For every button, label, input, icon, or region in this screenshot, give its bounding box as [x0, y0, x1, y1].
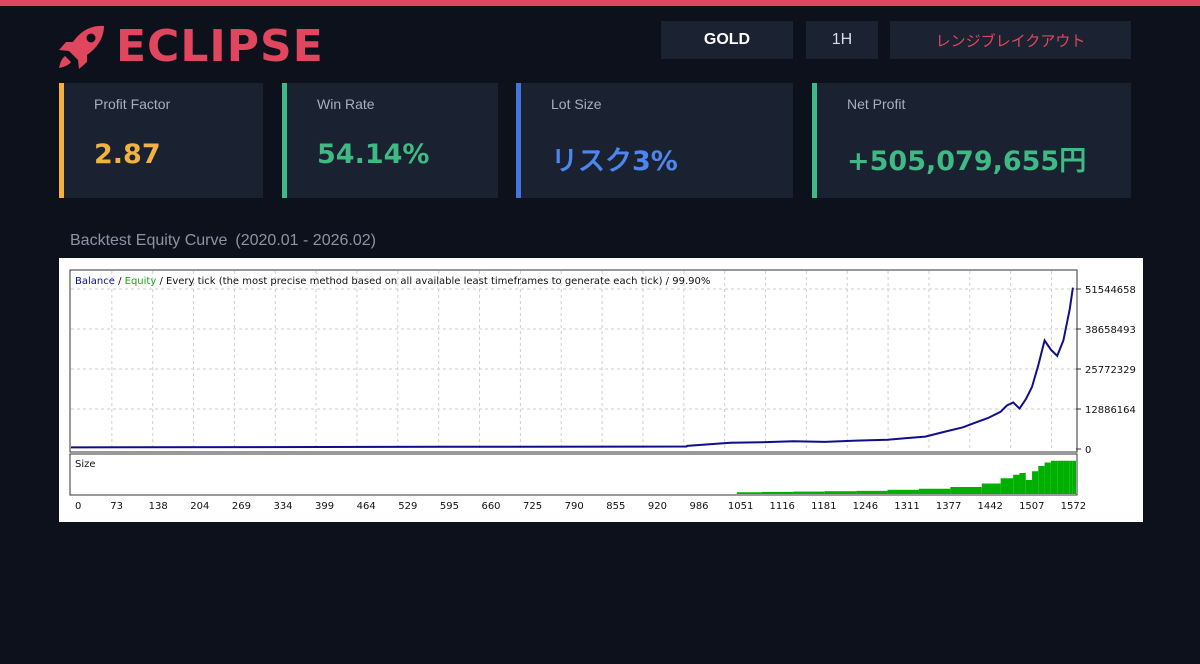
size-bar — [950, 487, 982, 494]
timeframe-selector[interactable]: 1H — [806, 21, 878, 59]
equity-chart: Balance / Equity / Every tick (the most … — [59, 258, 1143, 522]
y-tick-label: 25772329 — [1085, 365, 1136, 376]
x-tick-label: 920 — [648, 501, 667, 512]
size-bar — [1050, 460, 1058, 494]
top-accent-bar — [0, 0, 1200, 6]
x-tick-label: 1181 — [811, 501, 836, 512]
stat-value: リスク3% — [551, 146, 678, 177]
x-tick-label: 1051 — [728, 501, 753, 512]
x-tick-label: 464 — [357, 501, 376, 512]
balance-series-line — [70, 287, 1074, 449]
y-tick-label: 38658493 — [1085, 325, 1136, 336]
x-tick-label: 204 — [190, 501, 209, 512]
x-tick-label: 1507 — [1019, 501, 1044, 512]
stat-label: Win Rate — [317, 96, 375, 112]
size-panel-label: Size — [75, 459, 96, 470]
size-bar — [1025, 480, 1033, 494]
equity-chart-svg: Balance / Equity / Every tick (the most … — [69, 269, 1136, 512]
legend-description: / Every tick (the most precise method ba… — [159, 276, 710, 287]
section-date-range: (2020.01 - 2026.02) — [235, 232, 376, 249]
x-tick-label: 725 — [523, 501, 542, 512]
brand-logo: ECLIPSE — [56, 22, 324, 72]
chart-grid — [71, 271, 1076, 451]
size-bar — [1000, 478, 1014, 494]
stat-label: Profit Factor — [94, 96, 171, 112]
stat-card-lot-size: Lot Size リスク3% — [516, 83, 793, 198]
size-bar — [736, 492, 762, 494]
size-bar — [1057, 460, 1064, 494]
stat-label: Lot Size — [551, 96, 602, 112]
strategy-selector[interactable]: レンジブレイクアウト — [890, 21, 1131, 59]
stat-value: 54.14% — [317, 139, 430, 170]
stat-card-profit-factor: Profit Factor 2.87 — [59, 83, 263, 198]
x-tick-label: 269 — [232, 501, 251, 512]
size-panel-frame — [69, 453, 1078, 496]
x-tick-label: 790 — [565, 501, 584, 512]
legend-balance: Balance — [75, 276, 115, 287]
size-bar — [1013, 474, 1020, 494]
x-tick-label: 334 — [273, 501, 292, 512]
size-bar — [918, 488, 951, 494]
x-tick-label: 529 — [398, 501, 417, 512]
x-tick-label: 1116 — [769, 501, 794, 512]
size-bar — [1019, 473, 1026, 494]
size-bar — [1072, 460, 1076, 494]
x-tick-label: 399 — [315, 501, 334, 512]
size-bar — [1069, 460, 1073, 494]
legend-equity: Equity — [125, 276, 157, 287]
x-tick-label: 855 — [606, 501, 625, 512]
size-bar — [1044, 462, 1051, 494]
x-tick-label: 138 — [149, 501, 168, 512]
x-tick-label: 595 — [440, 501, 459, 512]
x-tick-label: 986 — [689, 501, 708, 512]
size-bars — [736, 460, 1076, 494]
x-tick-label: 1377 — [936, 501, 961, 512]
size-bar — [761, 491, 794, 494]
stat-value: 2.87 — [94, 139, 161, 170]
x-axis-ticks: 0 73 138 204 269 334 399 464 529 595 660 725 790 855 9… — [75, 501, 1086, 512]
legend-line: Balance / Equity / Every tick (the most … — [75, 276, 710, 287]
main-plot-frame — [69, 269, 1078, 453]
size-bar — [793, 491, 825, 494]
x-tick-label: 1246 — [853, 501, 878, 512]
stat-label: Net Profit — [847, 96, 906, 112]
x-tick-label: 0 — [75, 501, 81, 512]
x-tick-label: 73 — [110, 501, 123, 512]
legend-separator: / — [118, 276, 122, 287]
stat-value: +505,079,655円 — [847, 146, 1087, 177]
section-title-text: Backtest Equity Curve — [70, 232, 228, 249]
rocket-icon — [59, 25, 104, 69]
size-bar — [1038, 466, 1045, 494]
y-tick-label: 0 — [1085, 445, 1091, 456]
size-bar — [1032, 471, 1039, 494]
y-axis-ticks: 51544658 38658493 25772329 12886164 0 — [1076, 285, 1136, 456]
stat-card-net-profit: Net Profit +505,079,655円 — [812, 83, 1131, 198]
size-bar — [981, 483, 1001, 494]
x-tick-label: 1311 — [894, 501, 919, 512]
stat-card-win-rate: Win Rate 54.14% — [282, 83, 498, 198]
y-tick-label: 51544658 — [1085, 285, 1136, 296]
x-tick-label: 1442 — [977, 501, 1002, 512]
x-tick-label: 1572 — [1061, 501, 1086, 512]
brand-name: ECLIPSE — [116, 21, 324, 72]
size-bar — [887, 489, 919, 494]
x-tick-label: 660 — [481, 501, 500, 512]
section-title: Backtest Equity Curve (2020.01 - 2026.02) — [70, 232, 376, 250]
symbol-selector[interactable]: GOLD — [661, 21, 793, 59]
size-bar — [856, 490, 888, 494]
size-bar — [1063, 460, 1070, 494]
y-tick-label: 12886164 — [1085, 405, 1136, 416]
size-bar — [824, 491, 857, 494]
